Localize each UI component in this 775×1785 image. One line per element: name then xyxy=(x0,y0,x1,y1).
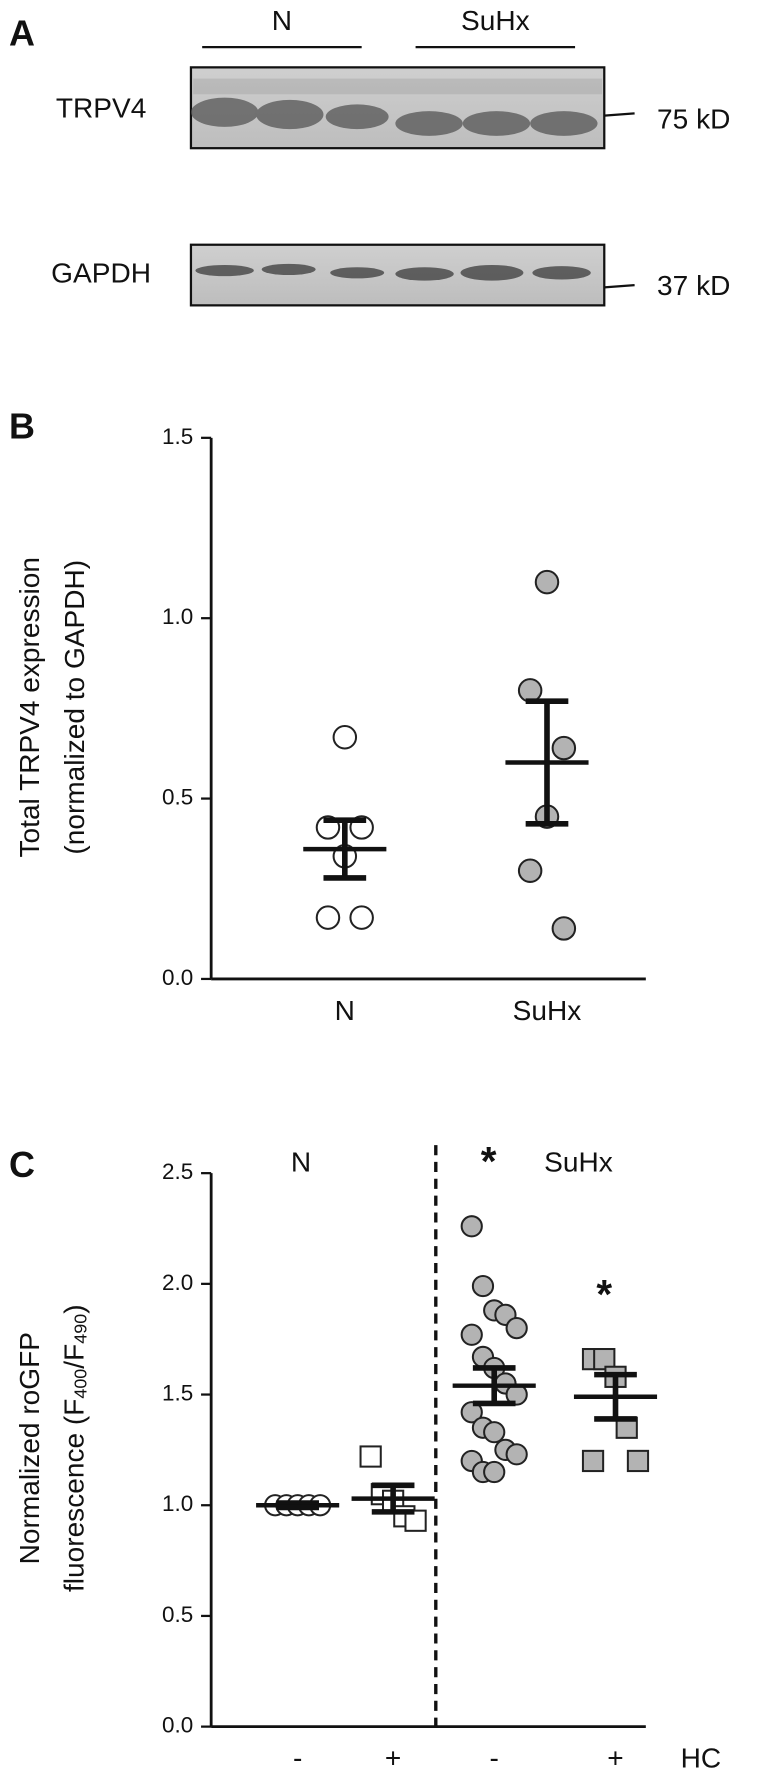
y-axis-label-part: /F xyxy=(59,1344,90,1369)
data-point xyxy=(483,1421,506,1444)
data-point xyxy=(332,725,358,750)
blot-row-label: GAPDH xyxy=(51,257,151,288)
y-axis-label: fluorescence (F400/F490) xyxy=(59,1304,91,1592)
x-tick-label: - xyxy=(293,1743,302,1774)
blot-row-label: TRPV4 xyxy=(56,92,146,123)
y-tick-label: 1.0 xyxy=(162,604,193,629)
group-label: SuHx xyxy=(544,1147,613,1178)
blot-group-label: N xyxy=(272,5,292,36)
y-axis-label: (normalized to GAPDH) xyxy=(59,560,90,855)
blot-size-label: 37 kD xyxy=(657,270,730,301)
y-tick-label: 2.0 xyxy=(162,1270,193,1295)
data-point xyxy=(460,1323,483,1346)
data-point xyxy=(551,916,577,941)
data-point xyxy=(483,1460,506,1484)
y-tick-label: 0.5 xyxy=(162,785,193,810)
y-tick-label: 0.0 xyxy=(162,965,193,990)
marker-line xyxy=(604,112,635,117)
blot-group-label: SuHx xyxy=(461,5,530,36)
data-point xyxy=(505,1317,528,1340)
annotation: * xyxy=(481,1138,497,1184)
group-label: N xyxy=(291,1147,311,1178)
y-axis-label: Normalized roGFP xyxy=(14,1332,45,1564)
panel-label: B xyxy=(9,405,35,446)
y-axis-label-part: ) xyxy=(59,1304,90,1313)
marker-line xyxy=(604,284,635,289)
data-point xyxy=(534,569,560,595)
x-tick-label: + xyxy=(607,1743,623,1774)
annotation: * xyxy=(596,1271,612,1317)
data-point xyxy=(517,858,543,883)
data-point xyxy=(349,905,374,930)
x-tick-label: - xyxy=(490,1743,499,1774)
data-point xyxy=(404,1509,427,1532)
x-axis-label: HC xyxy=(681,1743,722,1774)
y-axis-label-part: fluorescence (F xyxy=(59,1399,90,1592)
data-point xyxy=(315,905,341,930)
x-tick-label: + xyxy=(385,1743,401,1774)
data-point xyxy=(517,678,543,703)
data-point xyxy=(626,1449,650,1473)
data-point xyxy=(460,1215,483,1238)
panel-label: C xyxy=(9,1144,35,1185)
blot-trpv4 xyxy=(189,66,606,150)
y-tick-label: 1.0 xyxy=(162,1491,193,1516)
blot-gapdh xyxy=(189,243,606,307)
data-point xyxy=(505,1443,528,1466)
y-tick-label: 1.5 xyxy=(162,424,193,449)
data-point xyxy=(593,1348,616,1371)
y-tick-label: 0.0 xyxy=(162,1713,193,1738)
y-axis-label-part: 400 xyxy=(71,1369,91,1399)
data-point xyxy=(471,1274,495,1298)
panel-label: A xyxy=(9,12,35,53)
x-tick-label: N xyxy=(335,995,355,1026)
y-tick-label: 0.5 xyxy=(162,1602,193,1627)
y-tick-label: 1.5 xyxy=(162,1380,193,1405)
y-axis-label-part: 490 xyxy=(71,1314,91,1344)
blot-size-label: 75 kD xyxy=(657,104,730,135)
data-point xyxy=(581,1449,605,1473)
data-point xyxy=(359,1445,382,1468)
data-point xyxy=(551,735,577,761)
y-axis-label: Total TRPV4 expression xyxy=(14,557,45,857)
x-tick-label: SuHx xyxy=(513,995,582,1026)
data-point xyxy=(460,1401,483,1424)
y-tick-label: 2.5 xyxy=(162,1159,193,1184)
